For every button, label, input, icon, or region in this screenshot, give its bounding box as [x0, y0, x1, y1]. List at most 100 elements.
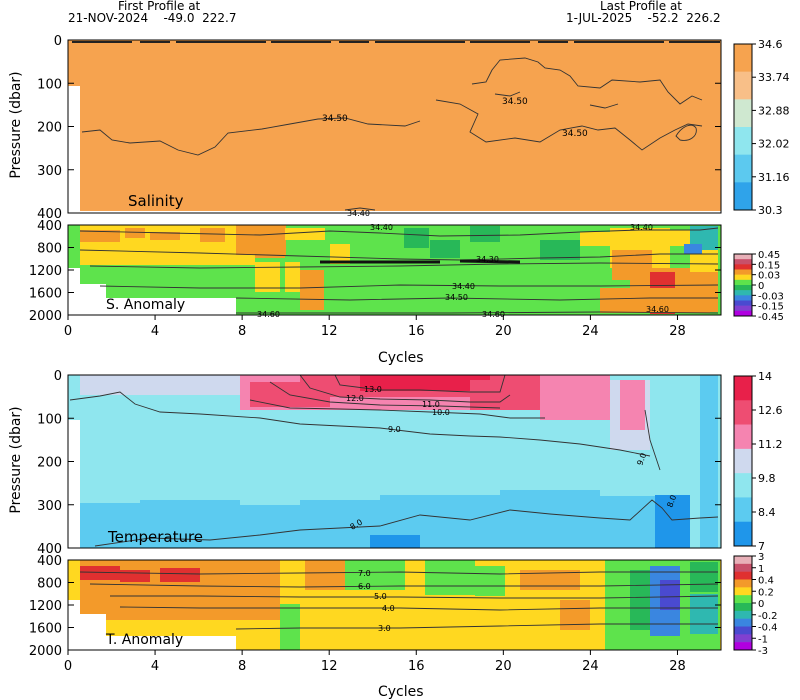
temperature-colorbar-swatch-0	[734, 376, 752, 401]
salinity-ytick-label-2: 200	[37, 121, 62, 136]
s-anomaly-cell-2	[125, 228, 145, 238]
s-anomaly-colorbar-label-5: -0.15	[758, 302, 784, 313]
t-anomaly-cell-12	[520, 570, 580, 590]
t-anomaly-colorbar-swatch-10	[734, 634, 752, 643]
s-anomaly-cells	[80, 225, 718, 314]
s-anomaly-contour-4	[99, 284, 719, 289]
salinity-contour-3	[435, 99, 703, 151]
salinity-contour-label-1: 34.50	[322, 114, 348, 124]
s-anomaly-contour-label-5: 34.50	[445, 293, 468, 302]
s-anomaly-cell-1	[80, 230, 120, 242]
s-anomaly-colorbar-swatch-3	[734, 269, 752, 275]
salinity-ytick-label-0: 0	[54, 34, 62, 49]
s-anomaly-xtick-label-6: 24	[582, 324, 599, 339]
temperature-cell-0	[80, 375, 240, 395]
temperature-colorbar-swatch-6	[734, 521, 752, 547]
t-anomaly-cell-6	[305, 560, 345, 590]
t-anomaly-cell-2	[120, 570, 150, 582]
t-anomaly-xtick-label-3: 12	[321, 659, 338, 674]
t-anomaly-colorbar-label-2: 0.4	[758, 576, 774, 587]
temp-contour-label-12: 12.0	[346, 394, 364, 403]
s-anomaly-contour-label-4: 34.40	[452, 282, 475, 291]
s-anomaly-ytick-label-0: 400	[37, 219, 62, 234]
salinity-colorbar-swatch-3	[734, 127, 752, 155]
temp-contour-10	[249, 399, 545, 419]
temperature-y-axis: 0 100 200 300 400	[37, 369, 721, 557]
temperature-cell-14	[500, 490, 600, 548]
s-anomaly-nodata-3	[106, 298, 236, 315]
temp-contour-label-9: 9.0	[388, 425, 401, 434]
s-anomaly-contour-label-7: 34.60	[482, 310, 505, 319]
salinity-nodata-bottom	[68, 211, 721, 213]
temperature-colorbar-swatch-1	[734, 400, 752, 425]
temperature-cell-15	[600, 496, 660, 548]
temperature-ytick-label-1: 100	[37, 412, 62, 427]
temperature-panel-title: Temperature	[107, 528, 203, 546]
s-anomaly-cell-14	[470, 226, 500, 242]
t-anomaly-y-axis: 400 800 1200 1600 2000	[29, 554, 721, 659]
t-anomaly-contour-5	[110, 595, 719, 599]
t-anomaly-ytick-label-0: 400	[37, 554, 62, 569]
salinity-colorbar-swatch-2	[734, 99, 752, 128]
s-anomaly-contour-label-1: 34.40	[370, 223, 393, 232]
temperature-cell-6	[540, 375, 610, 420]
temperature-colorbar-frame	[733, 375, 753, 547]
temperature-colorbar-label-2: 11.2	[758, 438, 783, 451]
s-anomaly-cell-12	[404, 228, 429, 248]
t-anomaly-colorbar: 310.40.20-0.2-0.4-1-3	[733, 552, 778, 657]
cycles-label-top: Cycles	[378, 350, 424, 366]
s-anomaly-colorbar-swatch-6	[734, 285, 752, 291]
salinity-ytick-label-3: 300	[37, 164, 62, 179]
salinity-contour-label-3: 34.50	[562, 129, 588, 139]
temperature-panel: 13.0 12.0 11.0 10.0 9.0 9.0 8.0 8.0 Temp…	[37, 369, 722, 557]
salinity-panel: 34.50 34.50 34.50 34.40 Salinity 0 100 200…	[37, 34, 722, 222]
salinity-colorbar: 34.6 33.74 32.88 32.02 31.16 30.3	[733, 38, 790, 217]
t-anomaly-xtick-label-0: 0	[64, 659, 72, 674]
t-anomaly-colorbar-swatch-8	[734, 618, 752, 627]
salinity-colorbar-label-2: 32.88	[758, 104, 790, 117]
t-anomaly-contour-7	[79, 571, 718, 575]
last-profile-label: Last Profile at	[600, 0, 682, 13]
s-anomaly-colorbar-label-1: 0.15	[758, 260, 780, 271]
pressure-axis-label-bottom: Pressure (dbar)	[8, 406, 24, 513]
temperature-cell-4	[360, 375, 490, 391]
salinity-contour-4	[494, 91, 619, 109]
temperature-cell-16	[655, 495, 690, 548]
temperature-cells	[80, 375, 718, 548]
temperature-cell-11	[240, 505, 300, 548]
s-anomaly-cell-9	[285, 262, 300, 292]
salinity-contour-label-4: 34.40	[347, 209, 370, 218]
t-anomaly-cell-10	[475, 566, 505, 596]
s-anomaly-cell-13	[430, 240, 460, 258]
salinity-ytick-label-1: 100	[37, 77, 62, 92]
salinity-ytick-label-4: 400	[37, 207, 62, 222]
s-anomaly-contour-label-3: 34.30	[476, 255, 499, 264]
s-anomaly-contour-label-8: 34.60	[646, 305, 669, 314]
t-anomaly-contour-label-6: 6.0	[358, 582, 371, 591]
t-anomaly-nodata-3	[106, 636, 236, 650]
t-anomaly-cell-4	[280, 560, 305, 610]
temperature-colorbar-swatch-3	[734, 448, 752, 474]
t-anomaly-contour-6	[89, 583, 719, 588]
s-anomaly-xtick-label-5: 20	[495, 324, 512, 339]
s-anomaly-cell-6	[255, 240, 285, 258]
t-anomaly-nodata-2	[80, 614, 106, 650]
salinity-contour-6	[344, 207, 376, 211]
t-anomaly-contour-label-3: 3.0	[378, 624, 391, 633]
salinity-contour-label-2: 34.50	[502, 97, 528, 107]
s-anomaly-cell-21	[660, 230, 695, 246]
s-anomaly-dark-band	[320, 259, 521, 264]
salinity-y-axis: 0 100 200 300 400	[37, 34, 721, 222]
salinity-colorbar-swatch-0	[734, 44, 752, 72]
temperature-nodata	[68, 420, 80, 548]
s-anomaly-xtick-label-7: 28	[669, 324, 686, 339]
t-anomaly-colorbar-swatch-2	[734, 571, 752, 580]
t-anomaly-xtick-label-5: 20	[495, 659, 512, 674]
t-anomaly-ytick-label-2: 1200	[29, 599, 62, 614]
salinity-contour-5	[675, 124, 697, 141]
temp-contour-8	[94, 499, 719, 547]
first-profile-info: 21-NOV-2024 -49.0 222.7	[68, 11, 237, 25]
temp-contour-9	[69, 391, 651, 457]
s-anomaly-ytick-label-3: 1600	[29, 287, 62, 302]
